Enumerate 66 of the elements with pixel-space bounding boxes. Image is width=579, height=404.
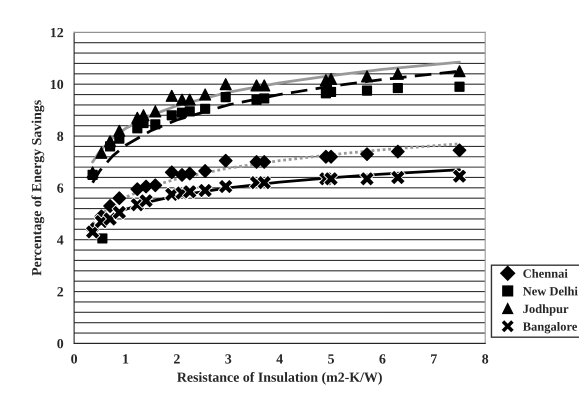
point bbox=[452, 143, 466, 158]
x-tick-label: 3 bbox=[225, 354, 232, 364]
point bbox=[199, 88, 212, 101]
legend-label: New Delhi bbox=[522, 286, 578, 296]
y-tick-label: 0 bbox=[57, 338, 64, 348]
point bbox=[359, 171, 375, 186]
point bbox=[84, 224, 100, 240]
y-tick-label: 2 bbox=[57, 287, 64, 296]
point bbox=[323, 171, 339, 186]
point bbox=[362, 86, 372, 96]
point bbox=[86, 166, 99, 178]
point bbox=[166, 90, 178, 102]
point bbox=[166, 110, 177, 120]
point bbox=[220, 78, 232, 90]
x-tick-label: 6 bbox=[379, 354, 386, 364]
x-axis-title: Resistance of Insulation (m2-K/W) bbox=[177, 372, 382, 385]
line-series bbox=[91, 60, 461, 164]
point bbox=[392, 68, 404, 80]
point bbox=[184, 106, 195, 116]
x-tick-label: 8 bbox=[482, 354, 488, 364]
point bbox=[256, 174, 272, 190]
legend-label: Bangalore bbox=[522, 322, 578, 334]
point bbox=[452, 168, 468, 184]
x-tick-label: 4 bbox=[276, 354, 283, 364]
point bbox=[259, 93, 270, 104]
y-tick-label: 8 bbox=[57, 132, 64, 141]
x-tick-label: 1 bbox=[123, 354, 128, 364]
x-tick-label: 2 bbox=[174, 354, 180, 364]
point bbox=[200, 104, 210, 114]
point bbox=[218, 154, 233, 168]
point bbox=[130, 182, 144, 196]
point bbox=[198, 164, 212, 178]
point bbox=[220, 92, 231, 102]
point bbox=[218, 178, 234, 194]
x-tick-label: 0 bbox=[71, 354, 78, 364]
point bbox=[148, 178, 162, 192]
point bbox=[138, 193, 154, 209]
y-tick-label: 10 bbox=[50, 80, 64, 90]
x-tick-label: 5 bbox=[328, 354, 334, 364]
point bbox=[326, 86, 336, 98]
point bbox=[360, 70, 374, 82]
x-tick-label: 7 bbox=[431, 354, 437, 364]
point bbox=[454, 82, 465, 92]
legend-label: Chennai bbox=[523, 268, 568, 278]
point bbox=[197, 182, 213, 198]
point bbox=[360, 147, 374, 162]
y-tick-label: 6 bbox=[57, 183, 64, 193]
point bbox=[149, 105, 162, 118]
point bbox=[97, 233, 108, 244]
point bbox=[112, 191, 126, 206]
point bbox=[150, 119, 160, 130]
point bbox=[95, 146, 108, 159]
y-tick-label: 4 bbox=[56, 235, 64, 245]
y-tick-label: 12 bbox=[50, 28, 64, 38]
point bbox=[390, 144, 405, 158]
point bbox=[184, 94, 196, 106]
point bbox=[112, 204, 128, 220]
point bbox=[390, 170, 406, 186]
point bbox=[182, 184, 198, 200]
point bbox=[113, 124, 126, 137]
legend-label: Jodhpur bbox=[523, 304, 568, 316]
point bbox=[453, 65, 466, 78]
y-axis-title: Percentage of Energy Savings bbox=[31, 100, 44, 276]
point bbox=[392, 82, 403, 94]
point bbox=[104, 135, 116, 148]
point bbox=[164, 165, 179, 180]
